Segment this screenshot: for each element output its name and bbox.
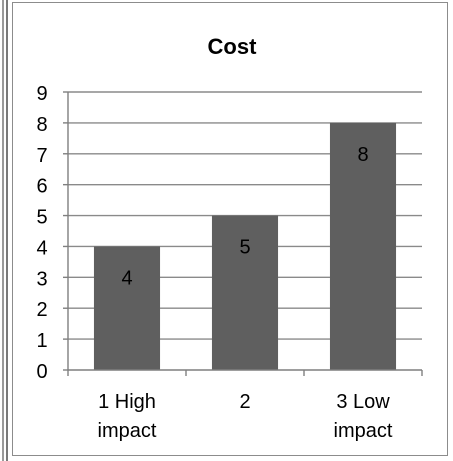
edge-line (2, 0, 4, 461)
x-tick-label: 2 (239, 391, 250, 413)
y-tick-label: 9 (36, 83, 47, 105)
data-label: 8 (357, 144, 368, 166)
y-tick-label: 8 (36, 114, 47, 136)
labels: 0 1 2 3 4 5 6 7 8 9 4 5 8 1 High impact 2 3 Low impact (36, 83, 392, 442)
y-tick-label: 7 (36, 145, 47, 167)
bar (211, 215, 279, 370)
data-label: 5 (239, 237, 250, 259)
y-tick-label: 6 (36, 176, 47, 198)
y-tick-label: 0 (36, 361, 47, 383)
edge-line (6, 0, 8, 461)
x-tick-label: 1 High impact (98, 391, 157, 442)
bars (93, 122, 397, 370)
y-tick-label: 3 (36, 268, 47, 290)
axes (63, 91, 423, 376)
chart-title: Cost (208, 34, 258, 59)
data-label: 4 (121, 267, 132, 289)
y-tick-label: 2 (36, 299, 47, 321)
bar (329, 122, 397, 370)
y-tick-label: 4 (36, 237, 47, 259)
y-tick-label: 1 (36, 330, 47, 352)
x-tick-label: 3 Low impact (334, 391, 393, 442)
window-edge (0, 0, 10, 461)
y-tick-label: 5 (36, 207, 47, 229)
bar (93, 246, 161, 370)
